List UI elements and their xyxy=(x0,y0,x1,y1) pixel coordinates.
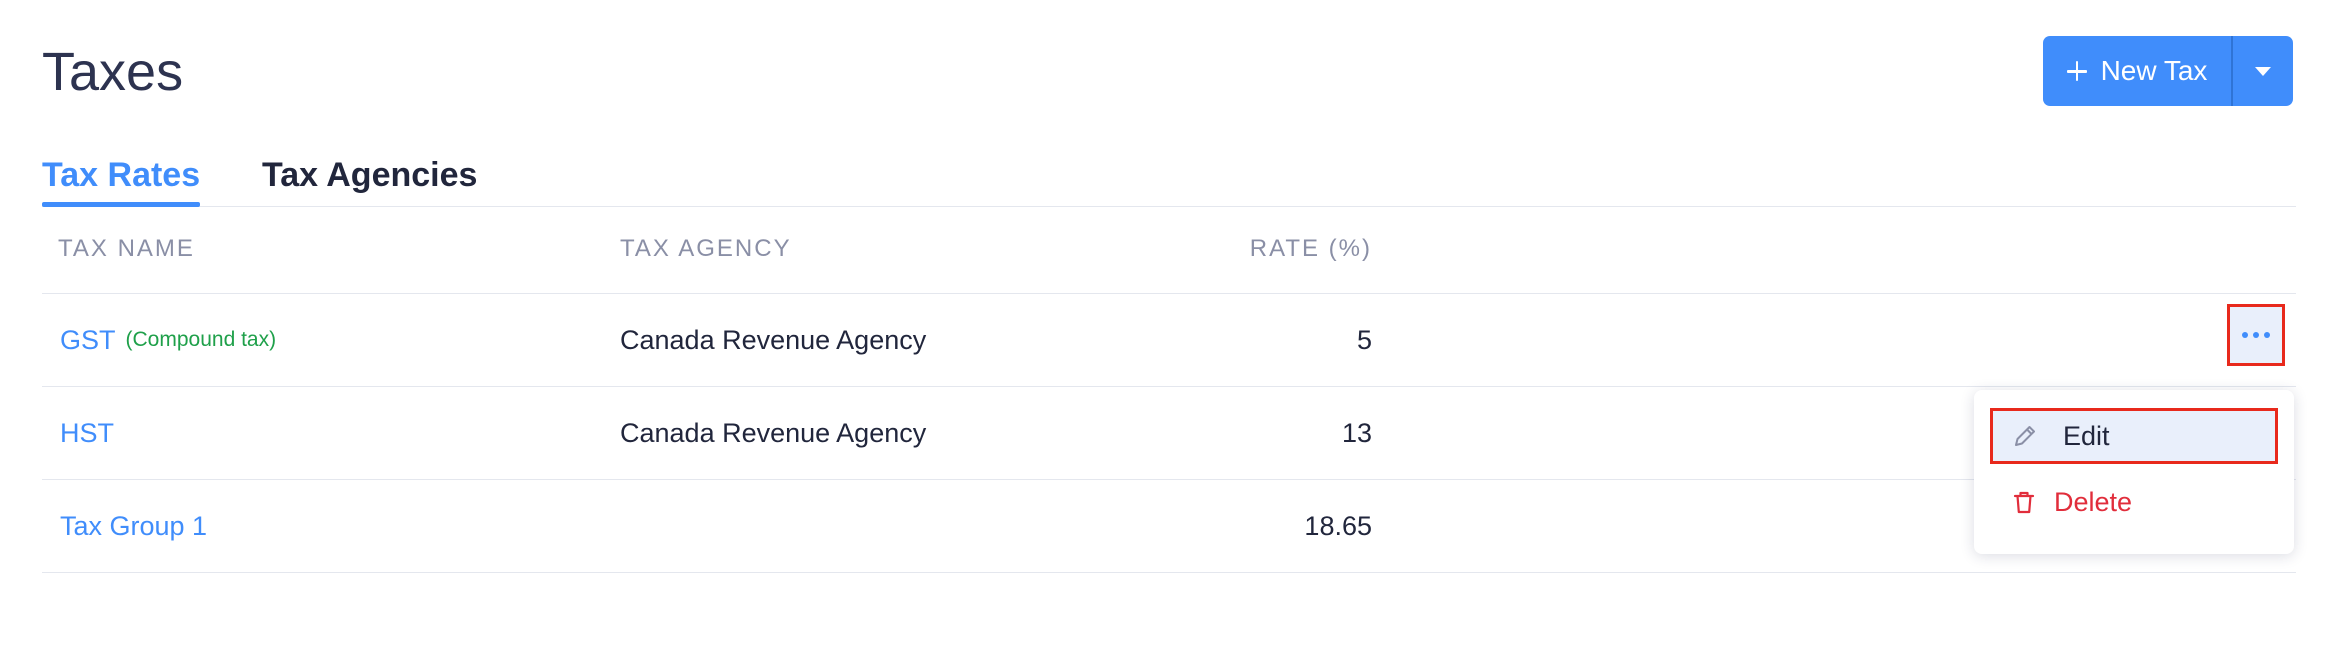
tax-name-cell: GST (Compound tax) xyxy=(60,294,276,386)
column-header-tax-agency: TAX AGENCY xyxy=(620,235,792,262)
tab-tax-agencies[interactable]: Tax Agencies xyxy=(262,156,478,194)
row-actions-menu: Edit Delete xyxy=(1974,390,2294,554)
trash-icon xyxy=(2010,488,2038,516)
tabs: Tax Rates Tax Agencies xyxy=(42,150,2296,207)
more-horizontal-icon xyxy=(2242,332,2270,338)
new-tax-split-button: New Tax xyxy=(2043,36,2293,106)
caret-down-icon xyxy=(2255,66,2271,76)
pencil-icon xyxy=(2011,422,2039,450)
new-tax-dropdown-button[interactable] xyxy=(2233,36,2293,106)
edit-menu-item[interactable]: Edit xyxy=(1990,408,2278,464)
edit-menu-label: Edit xyxy=(2063,420,2110,451)
tax-rate-cell: 13 xyxy=(1341,417,1372,448)
column-header-tax-name: TAX NAME xyxy=(58,235,195,262)
tax-agency-cell: Canada Revenue Agency xyxy=(620,417,927,448)
tax-name-link[interactable]: Tax Group 1 xyxy=(60,510,208,541)
tax-name-cell: Tax Group 1 xyxy=(60,480,207,572)
new-tax-button-label: New Tax xyxy=(2100,55,2208,86)
tax-name-link[interactable]: GST xyxy=(60,324,116,355)
column-header-rate: RATE (%) xyxy=(1249,235,1372,262)
delete-menu-item[interactable]: Delete xyxy=(1990,474,2278,530)
tax-rate-cell: 18.65 xyxy=(1304,510,1372,541)
table-row: Tax Group 1 18.65 xyxy=(42,480,2296,573)
new-tax-button[interactable]: New Tax xyxy=(2043,36,2231,106)
compound-tax-tag: (Compound tax) xyxy=(125,328,277,351)
table-row: HST Canada Revenue Agency 13 xyxy=(42,387,2296,480)
page-title: Taxes xyxy=(42,42,184,102)
tax-name-cell: HST xyxy=(60,387,114,479)
table-row: GST (Compound tax) Canada Revenue Agency… xyxy=(42,294,2296,387)
tax-name-link[interactable]: HST xyxy=(60,417,114,448)
tax-rate-cell: 5 xyxy=(1356,324,1372,355)
split-divider xyxy=(2231,36,2233,106)
plus-icon xyxy=(2066,61,2087,81)
tax-agency-cell: Canada Revenue Agency xyxy=(620,324,927,355)
tax-table: TAX NAME TAX AGENCY RATE (%) GST (Compou… xyxy=(42,207,2296,573)
delete-menu-label: Delete xyxy=(2054,486,2133,517)
tab-tax-rates[interactable]: Tax Rates xyxy=(42,150,201,207)
row-more-actions-button[interactable] xyxy=(2227,304,2285,366)
table-header: TAX NAME TAX AGENCY RATE (%) xyxy=(42,207,2296,294)
